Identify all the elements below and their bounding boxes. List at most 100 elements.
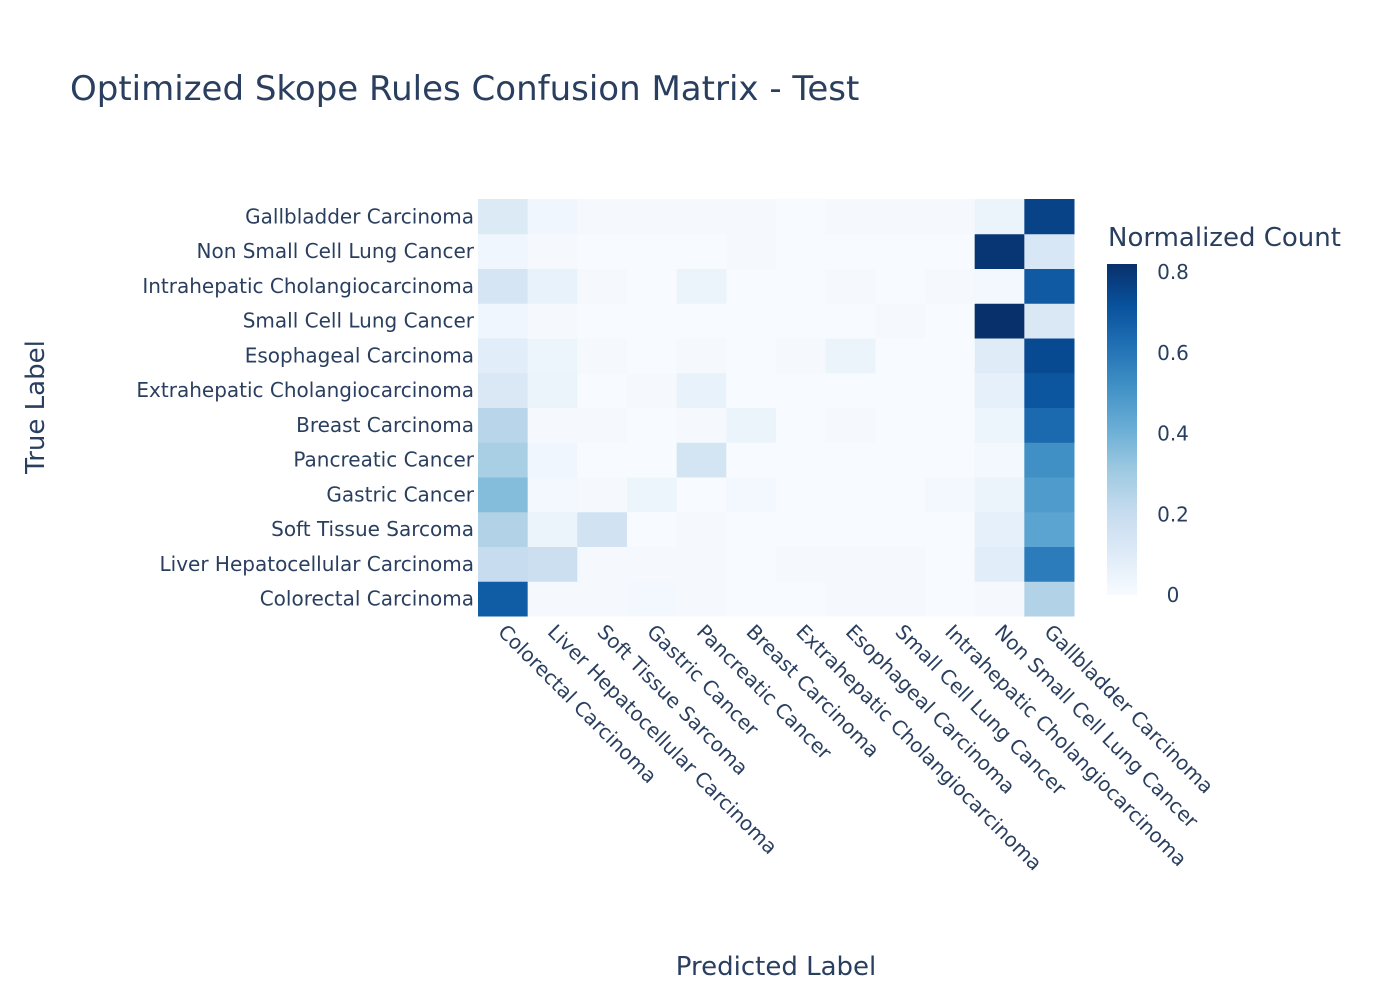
heatmap-cell — [875, 199, 926, 235]
heatmap-cell — [974, 303, 1025, 339]
y-tick-label: Liver Hepatocellular Carcinoma — [160, 552, 474, 576]
heatmap-cell — [776, 511, 827, 547]
colorbar-tick-label: 0.6 — [1157, 341, 1189, 365]
heatmap-cell — [925, 581, 976, 617]
heatmap-cell — [627, 546, 678, 582]
heatmap-cell — [776, 477, 827, 513]
heatmap-cell — [478, 199, 529, 235]
heatmap-cell — [726, 338, 777, 374]
heatmap-cell — [478, 511, 529, 547]
y-tick-label: Esophageal Carcinoma — [245, 343, 474, 367]
heatmap-cell — [577, 407, 628, 443]
heatmap-cell — [577, 546, 628, 582]
heatmap-cell — [577, 303, 628, 339]
heatmap-cell — [478, 477, 529, 513]
heatmap-cell — [478, 546, 529, 582]
heatmap-cell — [1024, 303, 1075, 339]
heatmap-cell — [527, 268, 578, 304]
heatmap-cell — [627, 372, 678, 408]
heatmap-cell — [527, 233, 578, 269]
heatmap-cell — [776, 338, 827, 374]
heatmap-cell — [726, 233, 777, 269]
heatmap-cell — [776, 268, 827, 304]
heatmap-cell — [527, 511, 578, 547]
heatmap-cell — [974, 581, 1025, 617]
heatmap-cell — [776, 581, 827, 617]
heatmap-cell — [875, 372, 926, 408]
heatmap-cell — [627, 199, 678, 235]
heatmap-cell — [577, 511, 628, 547]
y-tick-label: Extrahepatic Cholangiocarcinoma — [136, 378, 474, 402]
heatmap-cell — [776, 442, 827, 478]
heatmap-cell — [974, 511, 1025, 547]
heatmap-cell — [527, 546, 578, 582]
heatmap-cell — [776, 233, 827, 269]
heatmap-cell — [577, 581, 628, 617]
y-tick-label: Soft Tissue Sarcoma — [271, 517, 474, 541]
heatmap-cell — [527, 372, 578, 408]
heatmap-cell — [925, 303, 976, 339]
heatmap-cell — [627, 581, 678, 617]
heatmap-cell — [875, 511, 926, 547]
heatmap-cell — [577, 442, 628, 478]
heatmap-cells — [478, 199, 1075, 617]
heatmap-cell — [825, 407, 876, 443]
y-tick-label: Colorectal Carcinoma — [260, 587, 474, 611]
colorbar: Normalized Count 0 0.2 0.4 0.6 0.8 — [1107, 223, 1341, 607]
y-tick-label: Non Small Cell Lung Cancer — [197, 239, 475, 263]
heatmap-cell — [627, 303, 678, 339]
heatmap-cell — [726, 199, 777, 235]
heatmap-cell — [676, 546, 727, 582]
heatmap-cell — [1024, 199, 1075, 235]
heatmap-cell — [627, 233, 678, 269]
heatmap-cell — [825, 233, 876, 269]
heatmap-cell — [875, 268, 926, 304]
heatmap-cell — [925, 338, 976, 374]
heatmap-cell — [925, 199, 976, 235]
heatmap-cell — [726, 407, 777, 443]
colorbar-gradient — [1107, 264, 1137, 595]
colorbar-tick-label: 0 — [1167, 583, 1180, 607]
y-axis-ticks: Colorectal Carcinoma Liver Hepatocellular… — [136, 204, 474, 610]
heatmap-cell — [875, 477, 926, 513]
heatmap-cell — [478, 407, 529, 443]
heatmap-cell — [925, 372, 976, 408]
heatmap-cell — [974, 442, 1025, 478]
heatmap-cell — [825, 546, 876, 582]
heatmap-cell — [1024, 268, 1075, 304]
heatmap-cell — [825, 511, 876, 547]
heatmap-cell — [676, 233, 727, 269]
heatmap-cell — [726, 511, 777, 547]
x-axis-title: Predicted Label — [676, 952, 876, 982]
heatmap-cell — [1024, 233, 1075, 269]
heatmap-cell — [776, 546, 827, 582]
heatmap-cell — [478, 233, 529, 269]
heatmap-cell — [776, 199, 827, 235]
heatmap-cell — [726, 268, 777, 304]
heatmap-cell — [1024, 407, 1075, 443]
heatmap-cell — [676, 372, 727, 408]
heatmap-cell — [974, 407, 1025, 443]
heatmap-cell — [875, 442, 926, 478]
y-tick-label: Gallbladder Carcinoma — [245, 204, 474, 228]
heatmap-cell — [726, 442, 777, 478]
heatmap-cell — [577, 233, 628, 269]
heatmap-cell — [875, 233, 926, 269]
heatmap-cell — [974, 546, 1025, 582]
y-tick-label: Small Cell Lung Cancer — [243, 309, 475, 333]
heatmap-cell — [726, 372, 777, 408]
heatmap-cell — [1024, 511, 1075, 547]
heatmap-cell — [527, 477, 578, 513]
heatmap-cell — [825, 268, 876, 304]
heatmap-cell — [527, 338, 578, 374]
heatmap-cell — [1024, 546, 1075, 582]
heatmap-cell — [974, 338, 1025, 374]
heatmap-cell — [1024, 372, 1075, 408]
heatmap-cell — [825, 477, 876, 513]
heatmap-cell — [627, 477, 678, 513]
heatmap-cell — [825, 199, 876, 235]
heatmap-cell — [577, 338, 628, 374]
heatmap-cell — [974, 372, 1025, 408]
x-tick-label: Non Small Cell Lung Cancer — [990, 620, 1204, 834]
